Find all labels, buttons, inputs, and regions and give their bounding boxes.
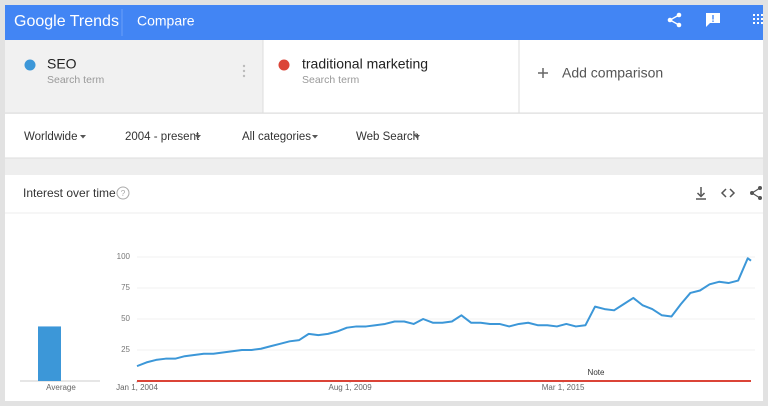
dropdown-arrow xyxy=(414,135,420,139)
term-card[interactable] xyxy=(263,40,519,113)
average-label: Average xyxy=(46,383,76,392)
add-card[interactable] xyxy=(519,40,763,113)
term-subtitle: Search term xyxy=(302,74,359,86)
x-tick-label: Aug 1, 2009 xyxy=(329,383,373,392)
y-tick-label: 50 xyxy=(121,314,130,323)
y-tick-label: 25 xyxy=(121,345,130,354)
dropdown-arrow xyxy=(195,135,201,139)
filter[interactable]: All categories xyxy=(242,131,311,143)
filter-bar xyxy=(5,114,763,158)
y-tick-label: 100 xyxy=(117,252,131,261)
x-tick-label: Jan 1, 2004 xyxy=(116,383,158,392)
menu-icon[interactable] xyxy=(242,64,246,78)
term-name: SEO xyxy=(47,56,77,72)
plus-icon xyxy=(538,68,548,78)
chart-title: Interest over time xyxy=(23,186,116,200)
y-tick-label: 75 xyxy=(121,283,130,292)
term-dot xyxy=(278,59,290,71)
logo[interactable]: Google Trends xyxy=(14,13,119,30)
x-tick-label: Mar 1, 2015 xyxy=(542,383,585,392)
svg-text:?: ? xyxy=(121,188,126,198)
term-card[interactable] xyxy=(5,40,263,113)
term-dot xyxy=(24,59,36,71)
average-bar xyxy=(38,326,61,381)
embed-icon[interactable] xyxy=(720,188,736,198)
dropdown-arrow xyxy=(80,135,86,139)
share-icon[interactable] xyxy=(750,186,762,200)
feedback-icon[interactable] xyxy=(706,13,720,27)
header-bar xyxy=(5,5,763,40)
filter[interactable]: Web Search xyxy=(356,131,419,143)
filter[interactable]: Worldwide xyxy=(24,131,77,143)
download-icon[interactable] xyxy=(696,187,706,200)
filter[interactable]: 2004 - present xyxy=(125,131,200,143)
term-name: traditional marketing xyxy=(302,56,428,72)
dropdown-arrow xyxy=(312,135,318,139)
share-icon[interactable] xyxy=(667,12,682,28)
apps-icon[interactable] xyxy=(753,14,763,24)
help-icon[interactable]: ? xyxy=(116,186,130,200)
series-line xyxy=(136,257,752,368)
header-title: Compare xyxy=(137,13,195,29)
add-comparison[interactable]: Add comparison xyxy=(562,65,663,81)
term-subtitle: Search term xyxy=(47,74,104,86)
note[interactable]: Note xyxy=(588,368,605,377)
